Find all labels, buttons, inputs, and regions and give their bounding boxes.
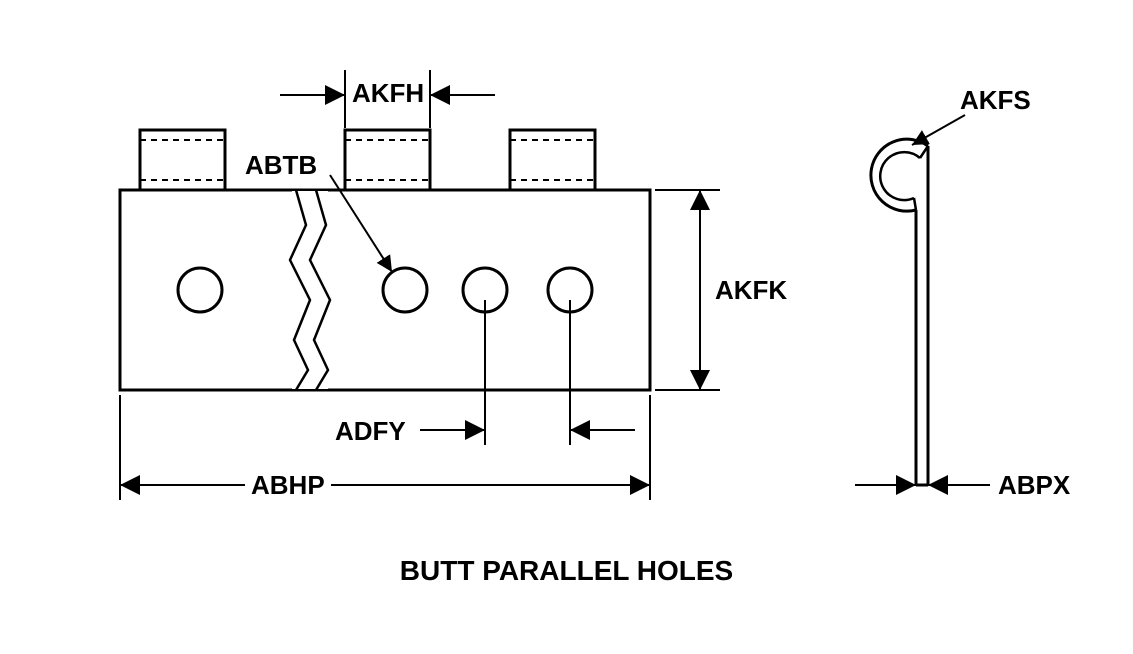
diagram-title: BUTT PARALLEL HOLES: [0, 555, 1133, 587]
label-akfh: AKFH: [352, 78, 424, 109]
label-akfs: AKFS: [960, 85, 1031, 116]
label-abpx: ABPX: [998, 470, 1070, 501]
label-abhp: ABHP: [245, 470, 331, 501]
label-abtb: ABTB: [245, 150, 317, 181]
label-akfk: AKFK: [715, 275, 787, 306]
label-adfy: ADFY: [335, 416, 406, 447]
